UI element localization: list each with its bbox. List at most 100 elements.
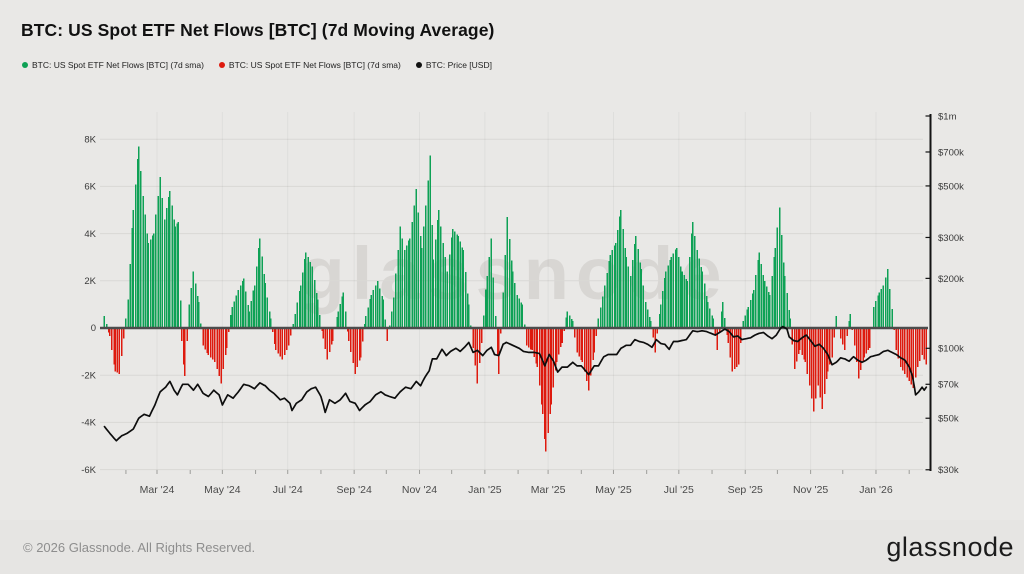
inflow-bar: [420, 247, 423, 328]
outflow-bar: [274, 329, 276, 345]
inflow-bar: [157, 195, 159, 328]
outflow-bar: [867, 329, 870, 350]
outflow-bar: [186, 329, 188, 341]
inflow-bar: [891, 309, 893, 328]
inflow-bar: [377, 280, 379, 328]
outflow-bar: [202, 329, 204, 346]
inflow-bar: [342, 292, 345, 328]
outflow-bar: [180, 329, 183, 341]
inflow-bar: [722, 302, 724, 328]
outflow-bar: [921, 329, 923, 355]
inflow-bar: [490, 238, 493, 328]
outflow-bar: [804, 329, 806, 362]
outflow-bar: [821, 329, 824, 410]
outflow-bar: [354, 329, 356, 374]
inflow-bar: [512, 271, 514, 328]
outflow-bar: [590, 329, 592, 376]
inflow-bar: [622, 228, 624, 328]
outflow-bar: [585, 329, 588, 381]
outflow-bar: [578, 329, 580, 357]
outflow-bar: [738, 329, 740, 365]
net-flow-bars: [103, 146, 928, 452]
outflow-bar: [817, 329, 819, 386]
inflow-bar: [142, 195, 144, 328]
inflow-bar: [566, 311, 569, 328]
outflow-bar: [216, 329, 218, 370]
inflow-bar: [161, 198, 164, 328]
inflow-bar: [266, 297, 269, 328]
inflow-bar: [176, 223, 179, 328]
outflow-bar: [846, 329, 848, 337]
outflow-bar: [228, 329, 230, 332]
inflow-bar: [188, 304, 190, 328]
inflow-bar: [230, 314, 232, 328]
outflow-bar: [583, 329, 586, 372]
inflow-bar: [701, 271, 704, 328]
outflow-bar: [386, 329, 389, 341]
outflow-bar: [831, 329, 833, 358]
outflow-bar: [803, 329, 805, 360]
inflow-bar: [429, 155, 431, 328]
inflow-bar: [239, 285, 242, 328]
outflow-bar: [500, 329, 502, 334]
outflow-bar: [554, 329, 557, 371]
outflow-bar: [118, 329, 121, 374]
legend-item-price[interactable]: BTC: Price [USD]: [415, 60, 492, 70]
inflow-bar: [452, 228, 454, 328]
inflow-bar: [520, 302, 523, 328]
inflow-bar: [147, 243, 150, 328]
y-left-tick-label: 4K: [84, 229, 96, 240]
legend-item-inflows[interactable]: BTC: US Spot ETF Net Flows [BTC] (7d sma…: [22, 60, 204, 70]
outflow-bar: [563, 329, 565, 331]
outflow-bar: [726, 329, 728, 336]
inflow-bar: [670, 257, 673, 328]
inflow-bar: [403, 250, 406, 328]
inflow-bar: [461, 247, 464, 328]
outflow-bar: [868, 329, 871, 348]
inflow-bar: [762, 275, 765, 328]
inflow-bar: [521, 304, 524, 328]
inflow-bar: [776, 227, 779, 328]
inflow-bar: [757, 260, 759, 328]
inflow-bar: [302, 272, 304, 328]
outflow-bar: [844, 329, 846, 351]
x-tick-label: Sep '24: [337, 484, 372, 496]
inflow-bar: [644, 302, 647, 328]
outflow-bar: [225, 329, 228, 348]
inflow-bar: [667, 265, 669, 328]
outflow-bar: [113, 329, 115, 365]
outflow-bar: [791, 329, 794, 345]
outflow-bar: [899, 329, 902, 367]
outflow-bar: [806, 329, 809, 374]
inflow-bar: [880, 289, 883, 328]
glassnode-logo: glassnode: [886, 531, 1014, 562]
legend-item-outflows[interactable]: BTC: US Spot ETF Net Flows [BTC] (7d sma…: [218, 60, 401, 70]
inflow-bar: [235, 295, 237, 328]
inflow-bar: [694, 236, 696, 328]
y-right-tick-label: $700k: [938, 147, 964, 158]
x-tick-label: Mar '25: [531, 484, 566, 496]
outflow-bar: [593, 329, 595, 353]
outflow-bar: [581, 329, 584, 362]
inflow-bar: [627, 266, 630, 328]
outflow-bar: [842, 329, 844, 345]
inflow-bar: [365, 316, 367, 328]
inflow-bar: [669, 260, 671, 328]
x-tick-label: May '24: [204, 484, 241, 496]
outflow-bar: [793, 329, 796, 370]
outflow-bar: [923, 329, 925, 360]
inflow-bar: [456, 234, 458, 328]
x-tick-label: Jul '25: [664, 484, 694, 496]
outflow-bar: [536, 329, 539, 367]
x-tick-label: Jan '26: [859, 484, 893, 496]
y-right-tick-label: $500k: [938, 181, 964, 192]
outflow-bar: [497, 329, 499, 355]
inflow-bar: [662, 291, 664, 328]
inflow-bar: [634, 244, 636, 328]
inflow-bar: [877, 295, 879, 328]
inflow-bar: [190, 287, 192, 328]
inflow-bar: [620, 210, 622, 328]
chart-legend: BTC: US Spot ETF Net Flows [BTC] (7d sma…: [22, 60, 492, 70]
